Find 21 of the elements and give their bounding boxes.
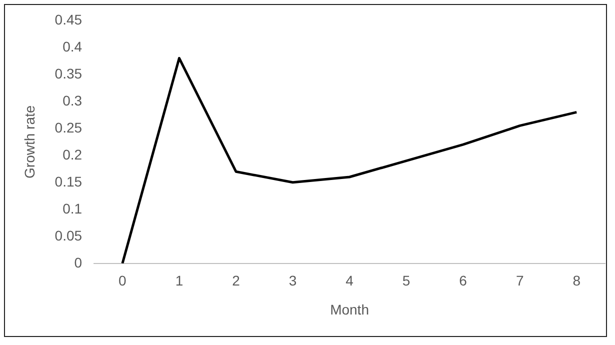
y-tick-label: 0.45: [54, 11, 82, 28]
y-tick-label: 0.25: [54, 119, 82, 136]
x-tick-label: 7: [516, 272, 524, 289]
y-tick-label: 0: [74, 254, 82, 270]
x-tick-label: 8: [572, 272, 581, 289]
y-tick-label: 0.15: [54, 173, 82, 190]
y-axis-title: Growth rate: [21, 105, 38, 178]
y-tick-label: 0.4: [62, 38, 82, 54]
y-tick-label: 0.1: [62, 200, 82, 216]
x-tick-label: 1: [175, 272, 184, 289]
y-tick-label: 0.3: [62, 92, 82, 108]
x-tick-label: 3: [288, 272, 297, 289]
y-tick-label: 0.2: [62, 146, 82, 162]
y-tick-label: 0.35: [54, 65, 82, 82]
x-tick-label: 6: [459, 272, 468, 289]
x-tick-label: 2: [232, 272, 240, 289]
x-tick-label: 5: [402, 272, 410, 289]
x-tick-label: 0: [118, 272, 127, 289]
x-tick-label: 4: [346, 272, 354, 289]
x-axis-title: Month: [330, 301, 369, 318]
y-tick-label: 0.05: [54, 227, 82, 244]
